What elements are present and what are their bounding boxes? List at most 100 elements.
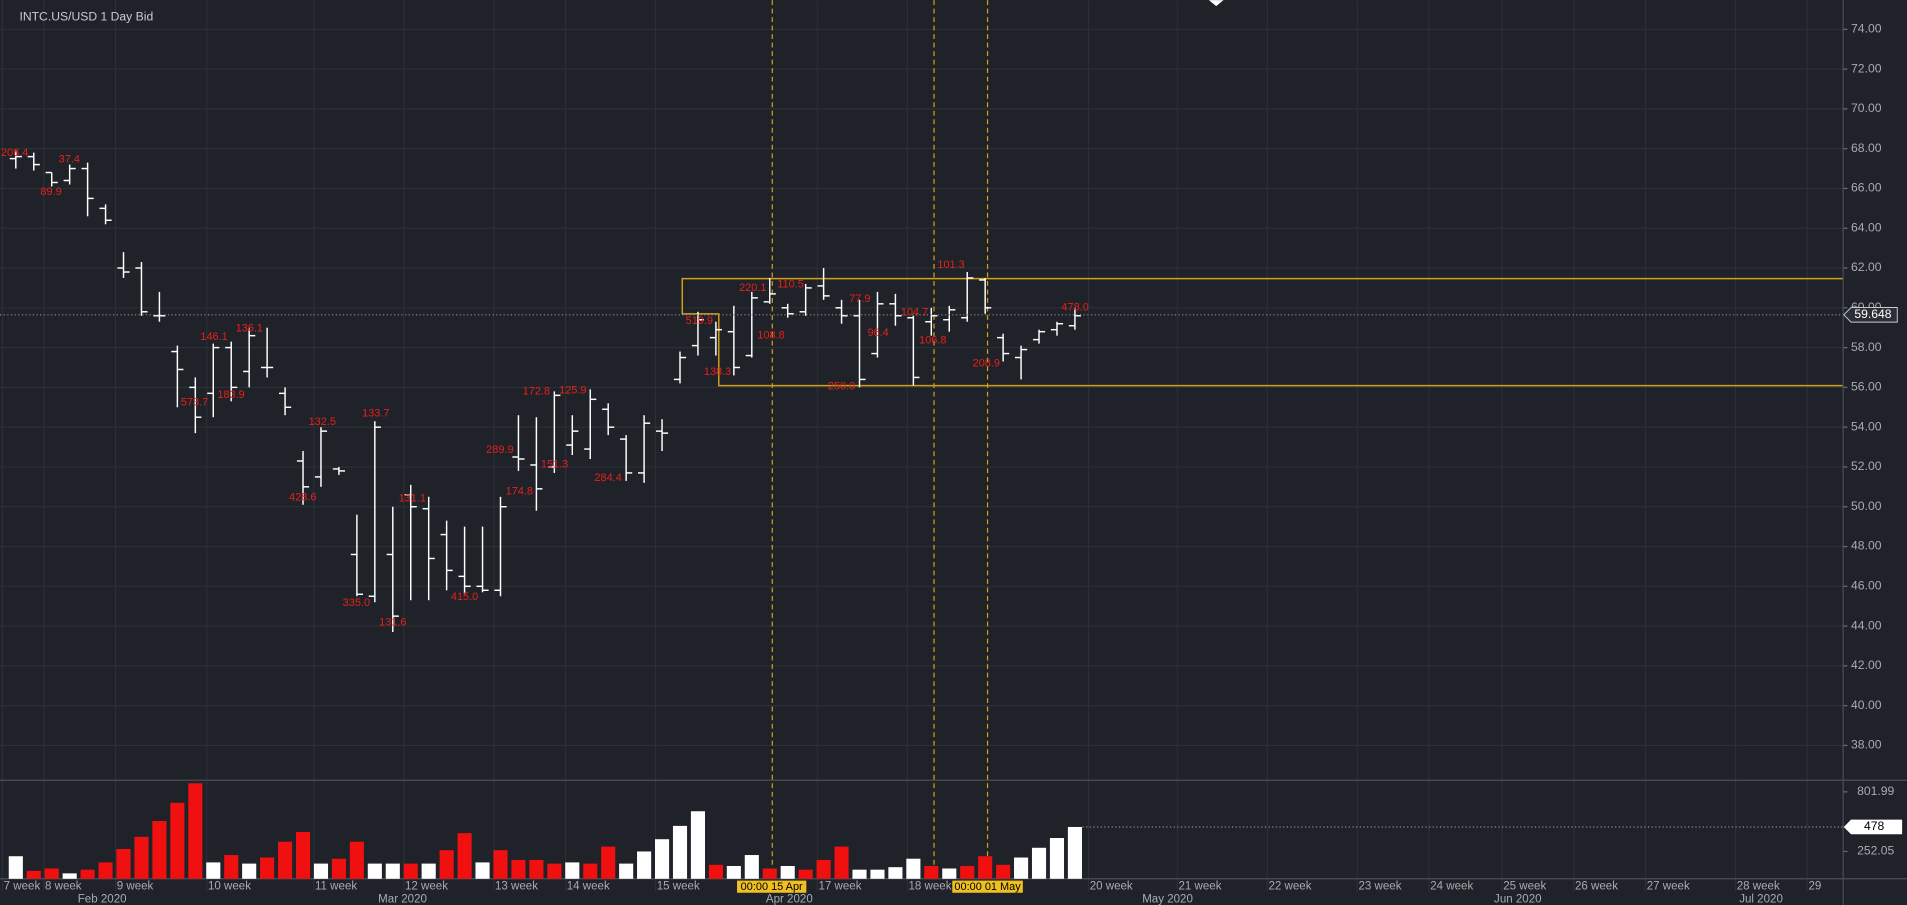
- volume-bar: [260, 857, 275, 879]
- bar-annotation: 183.9: [217, 389, 244, 401]
- month-label: May 2020: [1142, 893, 1193, 905]
- marks: [0, 150, 1843, 879]
- volume-bar: [224, 855, 239, 879]
- volume-bar: [295, 831, 311, 879]
- week-label: 28 week: [1737, 881, 1780, 893]
- bar-annotation: 89.9: [40, 186, 61, 198]
- bar-annotation: 101.3: [937, 259, 964, 271]
- volume-bar: [924, 865, 939, 879]
- time-marker-tag-bg: [737, 880, 807, 893]
- y-tick-label: 40.00: [1851, 698, 1882, 712]
- volume-bar: [906, 858, 921, 879]
- bar-annotation: 208.4: [1, 147, 28, 159]
- volume-bar: [26, 870, 41, 879]
- labels: 38.00 40.00 42.00 44.00 46.00 48.00 50.00 52.00…: [1, 22, 1903, 905]
- bar-annotation: 96.4: [867, 327, 888, 339]
- volume-bar: [690, 811, 706, 879]
- volume-bar: [870, 869, 885, 879]
- volume-bar: [242, 863, 257, 879]
- bar-annotation: 220.1: [739, 282, 766, 294]
- week-label: 20 week: [1090, 881, 1133, 893]
- volume-bar: [942, 868, 957, 879]
- y-tick-label: 48.00: [1851, 539, 1882, 553]
- volume-bar: [493, 850, 508, 879]
- y-tick-label: 66.00: [1851, 181, 1882, 195]
- time-marker-tag: 00:00 01 May: [954, 881, 1021, 893]
- month-label: Jun 2020: [1494, 893, 1542, 905]
- y-tick-label: 42.00: [1851, 658, 1882, 672]
- week-label: 14 week: [567, 881, 610, 893]
- volume-bar: [654, 839, 670, 879]
- volume-bar: [1031, 847, 1047, 879]
- y-tick-label: 62.00: [1851, 260, 1882, 274]
- volume-bar: [134, 836, 149, 879]
- volume-bar: [601, 846, 616, 879]
- volume-bar: [637, 851, 652, 879]
- volume-bar: [547, 863, 562, 879]
- chart-title: INTC.US/USD 1 Day Bid: [19, 9, 153, 23]
- volume-bar: [960, 865, 975, 879]
- week-label: 29: [1808, 881, 1821, 893]
- volume-bar: [98, 862, 113, 879]
- week-label: 26 week: [1575, 881, 1618, 893]
- bar-annotation: 133.7: [362, 407, 389, 419]
- volume-bar: [511, 859, 526, 879]
- volume-bar: [888, 867, 903, 879]
- volume-bar: [116, 848, 131, 879]
- grid: [0, 0, 1848, 892]
- volume-bar: [367, 863, 382, 879]
- volume-bar: [583, 863, 598, 879]
- volume-bar: [798, 869, 813, 879]
- week-label: 12 week: [405, 881, 448, 893]
- week-label: 21 week: [1178, 881, 1221, 893]
- volume-bar: [278, 841, 293, 879]
- week-label: 13 week: [495, 881, 538, 893]
- week-label: 24 week: [1430, 881, 1473, 893]
- bar-annotation: 172.8: [523, 386, 550, 398]
- bar-annotation: 174.8: [506, 485, 533, 497]
- week-label: 9 week: [117, 881, 154, 893]
- volume-bar: [439, 850, 454, 879]
- bar-annotation: 110.5: [777, 279, 804, 291]
- bar-annotation: 146.1: [200, 331, 227, 343]
- bar-annotation: 77.9: [849, 293, 870, 305]
- volume-bar: [834, 846, 849, 879]
- range-box[interactable]: [681, 277, 1843, 387]
- scroll-marker[interactable]: [1208, 0, 1224, 7]
- y-tick-label: 72.00: [1851, 61, 1882, 75]
- week-label: 18 week: [909, 881, 952, 893]
- bar-annotation: 478.0: [1061, 302, 1088, 314]
- week-label: 23 week: [1358, 881, 1401, 893]
- y-tick-label: 50.00: [1851, 499, 1882, 513]
- volume-tick-label: 252.05: [1857, 844, 1894, 858]
- bar-annotation: 250.0: [828, 381, 855, 393]
- week-label: 10 week: [208, 881, 251, 893]
- bar-annotation: 136.1: [236, 322, 263, 334]
- week-label: 17 week: [819, 881, 862, 893]
- week-label: 7 week: [4, 881, 41, 893]
- last-volume-tag-bg: [1843, 819, 1903, 835]
- volume-bar: [744, 855, 759, 879]
- volume-bar: [206, 862, 221, 879]
- y-tick-label: 46.00: [1851, 579, 1882, 593]
- last-volume-tag: 478: [1864, 819, 1885, 833]
- month-label: Jul 2020: [1739, 893, 1783, 905]
- volume-bar: [726, 865, 741, 879]
- bar-annotation: 208.9: [973, 358, 1000, 370]
- y-tick-label: 38.00: [1851, 738, 1882, 752]
- volume-bar: [1067, 826, 1082, 879]
- bar-annotation: 428.6: [289, 491, 316, 503]
- volume-bar: [996, 864, 1011, 879]
- bar-annotation: 125.9: [559, 384, 586, 396]
- volume-tick-label: 801.99: [1857, 784, 1894, 798]
- bar-annotation: 106.8: [919, 335, 946, 347]
- volume-bar: [349, 841, 364, 879]
- volume-bar: [529, 859, 544, 879]
- volume-bar: [619, 863, 634, 879]
- bar-annotation: 131.6: [379, 617, 406, 629]
- month-label: Mar 2020: [378, 893, 427, 905]
- week-label: 27 week: [1647, 881, 1690, 893]
